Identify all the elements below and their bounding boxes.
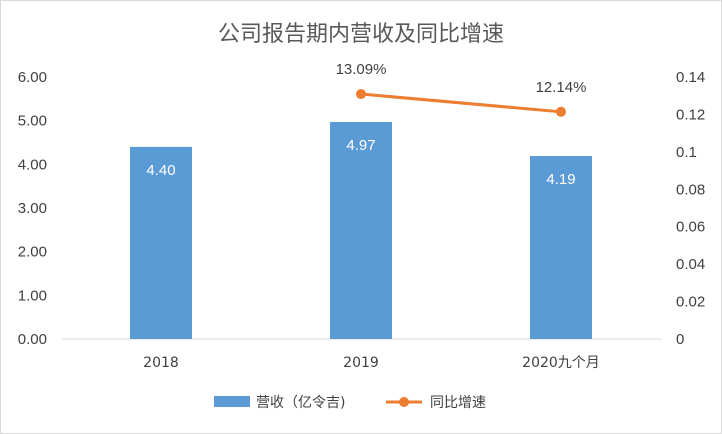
left-tick-label: 6.00 <box>18 69 47 86</box>
left-tick-label: 5.00 <box>18 113 47 130</box>
bar <box>330 121 392 339</box>
left-tick-label: 4.00 <box>18 156 47 173</box>
right-tick-label: 0.12 <box>676 106 705 123</box>
line-point <box>556 106 566 117</box>
line-series: 13.09% 12.14% <box>336 61 587 117</box>
left-axis: 0.00 1.00 2.00 3.00 4.00 5.00 6.00 <box>18 69 47 348</box>
bar-series: 4.40 4.97 4.19 <box>130 121 592 339</box>
right-tick-label: 0.06 <box>676 219 705 236</box>
right-tick-label: 0.04 <box>676 256 705 273</box>
line-data-label: 13.09% <box>336 61 387 78</box>
bar <box>130 146 192 339</box>
category-label: 2019 <box>343 355 379 371</box>
right-tick-label: 0.1 <box>676 144 697 161</box>
line-point <box>356 89 366 100</box>
bar-data-label: 4.19 <box>546 171 575 188</box>
right-tick-label: 0.02 <box>676 294 705 311</box>
left-tick-label: 0.00 <box>18 331 47 348</box>
chart-title: 公司报告期内营收及同比增速 <box>218 22 504 47</box>
legend-line-marker <box>399 397 409 407</box>
line-data-label: 12.14% <box>536 79 587 96</box>
right-tick-label: 0.08 <box>676 181 705 198</box>
left-tick-label: 2.00 <box>18 244 47 261</box>
bar-data-label: 4.40 <box>146 162 175 179</box>
legend-bar-swatch <box>214 396 250 407</box>
left-tick-label: 1.00 <box>18 287 47 304</box>
category-label: 2018 <box>143 355 179 371</box>
legend-bar-label: 营收（亿令吉) <box>256 395 345 411</box>
growth-line <box>360 92 562 114</box>
right-axis: 0 0.02 0.04 0.06 0.08 0.1 0.12 0.14 <box>676 69 705 348</box>
legend-line-label: 同比增速 <box>430 395 486 411</box>
left-tick-label: 3.00 <box>18 200 47 217</box>
bar <box>530 156 592 339</box>
category-label: 2020九个月 <box>522 355 600 371</box>
right-tick-label: 0 <box>676 331 684 348</box>
bar-data-label: 4.97 <box>346 137 375 154</box>
x-axis-labels: 2018 2019 2020九个月 <box>143 355 600 371</box>
legend[interactable]: 营收（亿令吉) 同比增速 <box>214 395 486 411</box>
right-tick-label: 0.14 <box>676 69 705 86</box>
